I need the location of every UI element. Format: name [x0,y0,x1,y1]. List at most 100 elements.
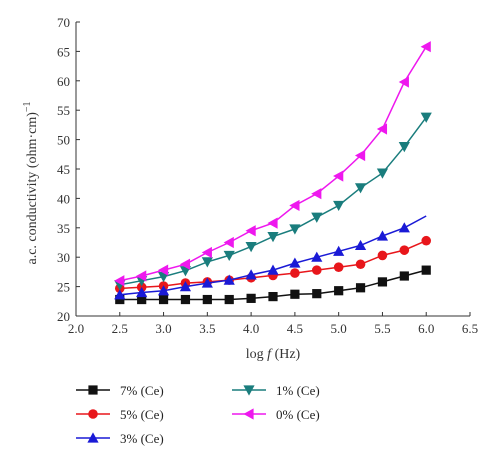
legend-marker [243,408,254,420]
data-point [223,274,235,285]
data-point [421,265,431,275]
x-tick-label: 3.5 [199,321,215,336]
legend-label: 5% (Ce) [120,407,164,422]
y-tick-label: 65 [57,44,70,59]
x-tick-label: 6.5 [462,321,478,336]
legend-marker [243,385,255,396]
data-point [333,200,345,212]
y-tick-label: 70 [57,15,70,30]
x-tick-label: 4.5 [287,321,303,336]
data-point [267,217,278,229]
x-tick-label: 4.0 [243,321,259,336]
legend-label: 3% (Ce) [120,431,164,446]
series-4 [114,41,431,287]
legend-item: 0% (Ce) [232,407,320,422]
data-point [398,142,410,153]
legend: 7% (Ce) 5% (Ce) 3% (Ce) 1% (Ce) 0% (Ce) [76,383,320,446]
y-tick-label: 50 [57,133,70,148]
data-point [180,294,191,305]
series-line [119,46,427,282]
y-tick-label: 35 [57,221,70,236]
series-3 [114,112,432,291]
legend-label: 0% (Ce) [276,407,320,422]
data-point [399,245,410,255]
data-point [115,294,125,305]
data-point [136,286,148,298]
data-point [223,250,235,262]
data-point [355,259,366,270]
y-tick-label: 60 [57,74,70,89]
y-tick-label: 55 [57,103,70,118]
data-point [157,264,169,276]
data-point [398,76,409,88]
x-axis-title-variable: f [267,347,273,362]
data-point [334,286,344,296]
data-point [311,188,322,200]
legend-item: 7% (Ce) [76,383,164,398]
data-point [354,149,366,162]
x-tick-labels: 2.0 2.5 3.0 3.5 4.0 4.5 5.0 5.5 6.0 6.5 [68,312,478,336]
data-point [421,235,432,246]
legend-marker [88,409,98,419]
data-point [376,168,389,179]
data-point [202,294,212,305]
legend-item: 5% (Ce) [76,407,164,422]
data-point [289,257,301,268]
data-point [246,293,256,303]
data-point [398,222,410,233]
data-point [158,294,169,305]
data-point [289,224,301,235]
data-point [179,281,192,292]
data-point [355,283,366,293]
y-tick-label: 30 [57,250,70,265]
data-point [311,212,323,223]
data-point [311,265,322,275]
data-point [333,170,344,182]
data-point [179,258,191,270]
data-point [354,239,367,251]
data-point [267,264,279,275]
series-0 [115,265,431,305]
data-point [399,271,409,281]
data-point [114,289,126,300]
data-point [224,294,234,305]
data-point [420,112,432,123]
y-tick-labels: 20 25 30 35 40 45 50 55 60 65 70 [57,15,80,324]
data-point [223,236,234,249]
data-point [136,270,147,282]
legend-item: 3% (Ce) [76,431,164,446]
y-axis-title-main: a.c. conductivity (ohm·cm) [25,112,40,265]
y-tick-label: 25 [57,280,70,295]
data-point [376,230,389,241]
data-point [245,269,257,280]
data-point [290,289,300,299]
data-point [245,242,257,253]
legend-marker [87,432,99,443]
data-point [420,41,431,53]
legend-item: 1% (Ce) [232,383,320,398]
x-axis-title-unit: (Hz) [271,347,300,362]
data-point [137,294,147,305]
series-2 [114,215,427,300]
y-tick-label: 40 [57,191,70,206]
x-tick-label: 3.0 [155,321,171,336]
data-point [377,277,388,287]
data-point [377,250,388,261]
data-point [157,285,170,296]
data-point [333,245,345,256]
x-tick-label: 2.0 [68,321,84,336]
y-axis-title-superscript: −1 [22,101,33,112]
data-point [114,275,125,287]
x-tick-label: 5.0 [331,321,347,336]
legend-label: 7% (Ce) [120,383,164,398]
data-point [312,289,322,299]
legend-marker [88,385,98,395]
series-layer [114,41,432,305]
data-point [290,268,300,278]
x-axis-title-main: log [246,347,267,362]
legend-label: 1% (Ce) [276,383,320,398]
data-point [201,246,212,259]
data-point [333,262,344,272]
data-point [268,291,278,302]
